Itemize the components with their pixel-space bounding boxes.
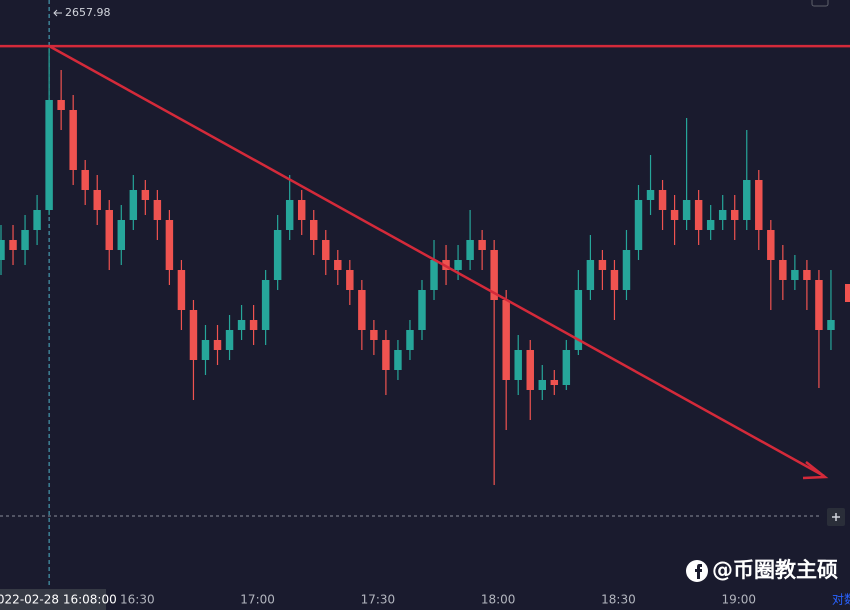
toolbar-icon[interactable] — [811, 0, 829, 7]
candle-body — [730, 210, 739, 220]
log-scale-toggle[interactable]: 对数 — [832, 592, 850, 607]
candle-body — [225, 330, 234, 350]
candle-body — [105, 210, 113, 250]
candle-body — [93, 190, 101, 210]
candle-body — [598, 260, 607, 270]
x-tick-label: 18:30 — [601, 593, 636, 607]
candle-body — [406, 330, 414, 350]
candle-body — [189, 310, 198, 360]
candle-body — [141, 190, 150, 200]
candle-body — [478, 240, 486, 250]
candle-body — [779, 260, 787, 280]
candle-body — [791, 270, 799, 280]
candle-body — [237, 320, 246, 330]
candle-body — [153, 200, 162, 220]
candle-body — [827, 320, 835, 330]
candle-body — [622, 250, 631, 290]
candle-body — [322, 240, 330, 260]
candle-body — [21, 230, 29, 250]
x-tick-label: 18:00 — [481, 593, 516, 607]
trend-arrow-head — [802, 461, 829, 480]
candle-body — [490, 250, 498, 300]
candle-body — [261, 280, 270, 330]
x-tick-label: 16:30 — [120, 593, 155, 607]
candle-body — [682, 200, 691, 220]
candle-body — [358, 290, 366, 330]
time-axis-labels: 16:30 17:00 17:30 18:00 18:30 19:00 2022-02-28… — [0, 589, 756, 610]
candle-body — [201, 340, 210, 360]
trend-line — [48, 44, 825, 478]
candle-body — [69, 110, 77, 170]
candle-body — [767, 230, 775, 260]
candle-body — [9, 240, 17, 250]
candle-body — [466, 240, 474, 260]
candle-body — [33, 210, 41, 230]
last-price-tag — [845, 284, 850, 302]
candle-body — [45, 100, 53, 210]
candle-body — [658, 190, 667, 210]
time-axis — [0, 588, 850, 610]
candle-body — [177, 270, 186, 310]
candle-body — [213, 340, 222, 350]
candle-body — [755, 180, 763, 230]
candle-body — [285, 200, 294, 230]
candle-body — [129, 190, 138, 220]
candle-body — [418, 290, 426, 330]
candle-body — [815, 280, 823, 330]
candle-body — [370, 330, 378, 340]
watermark-icon — [695, 564, 702, 579]
crosshair-time-box — [0, 589, 106, 610]
candle-body — [165, 220, 174, 270]
candle-body — [117, 220, 126, 250]
candle-body — [334, 260, 342, 270]
candle-body — [297, 200, 306, 220]
candle-body — [382, 340, 390, 370]
candle-body — [646, 190, 655, 200]
candle-body — [803, 270, 811, 280]
candle-body — [706, 220, 715, 230]
candle-body — [718, 210, 727, 220]
candle-body — [610, 270, 619, 290]
candle-body — [430, 260, 438, 290]
candle-body — [514, 350, 522, 380]
candle-body — [502, 300, 510, 380]
candle-body — [454, 260, 462, 270]
candle-body — [550, 380, 559, 385]
candle-body — [526, 350, 534, 390]
candle-body — [634, 200, 643, 250]
candle-body — [0, 240, 5, 260]
x-tick-label: 17:00 — [240, 593, 275, 607]
candle-body — [562, 350, 571, 385]
candle-body — [538, 380, 547, 390]
candle-body — [57, 100, 65, 110]
x-tick-label: 17:30 — [361, 593, 396, 607]
candle-body — [694, 200, 703, 230]
candle-body — [394, 350, 402, 370]
candle-body — [310, 220, 318, 240]
crosshair-time-label: 2022-02-28 16:08:00 — [0, 593, 117, 607]
candle-body — [586, 260, 595, 290]
x-tick-label: 19:00 — [721, 593, 756, 607]
plot — [0, 0, 850, 588]
candle-body — [249, 320, 258, 330]
candle-body — [670, 210, 679, 220]
candle-body — [81, 170, 89, 190]
candle-body — [743, 180, 751, 220]
watermark: @币圈教主硕 — [712, 558, 838, 582]
max-label-arrow — [53, 9, 58, 17]
candle-body — [273, 230, 282, 280]
candle-body — [346, 270, 354, 290]
max-price-label: 2657.98 — [65, 6, 111, 19]
candle-body — [574, 290, 583, 350]
